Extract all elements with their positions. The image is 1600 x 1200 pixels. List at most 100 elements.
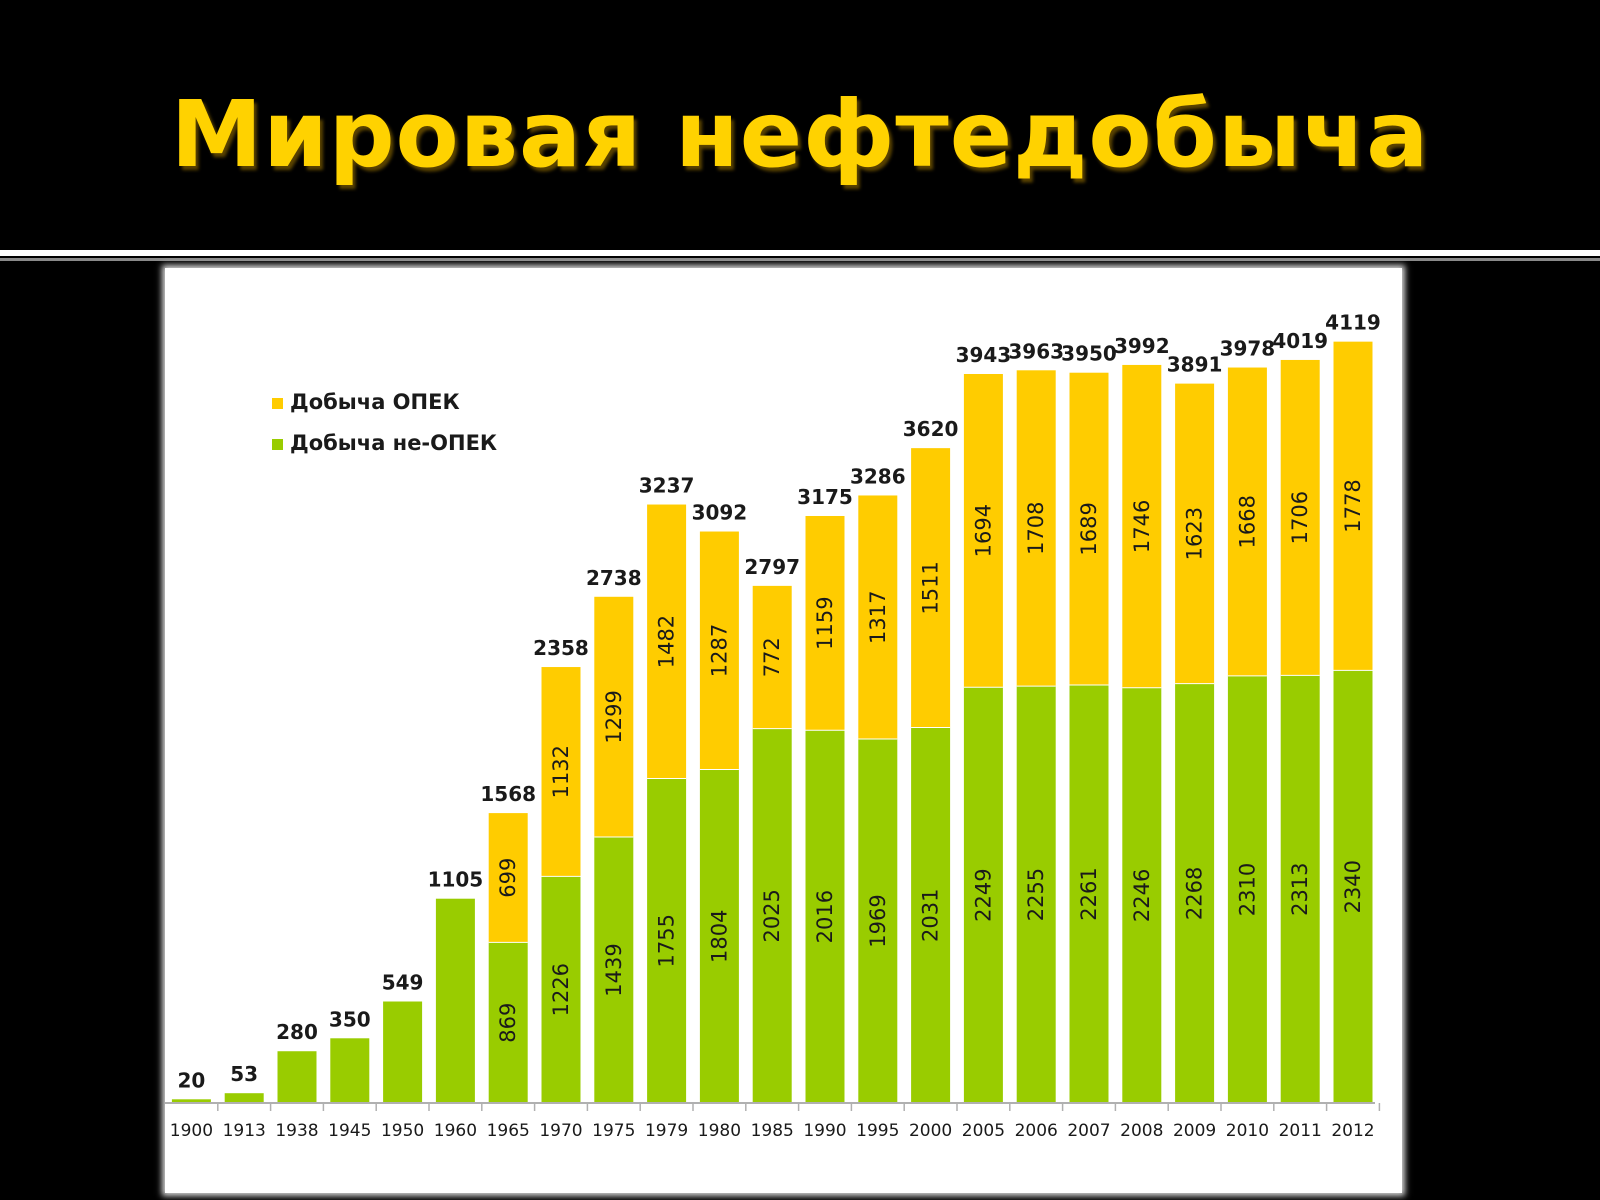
- total-value-label: 3175: [797, 485, 853, 509]
- non-opec-value-label: 2249: [971, 868, 995, 921]
- total-value-label: 20: [177, 1068, 205, 1092]
- bar-non-opec-2007: [1069, 684, 1109, 1103]
- legend-label-1: Добыча не-ОПЕК: [290, 431, 497, 455]
- non-opec-value-label: 1439: [602, 943, 626, 996]
- total-value-label: 53: [230, 1062, 258, 1086]
- total-value-label: 3286: [850, 464, 906, 488]
- opec-value-label: 1511: [919, 561, 943, 614]
- non-opec-value-label: 2340: [1341, 860, 1365, 913]
- bar-non-opec-2000: [911, 727, 951, 1103]
- bar-non-opec-2009: [1175, 683, 1215, 1103]
- opec-value-label: 1694: [971, 504, 995, 557]
- bars-group: 20 53 280 350 549 1105 699 869 1568 1132 1226 2358 1…: [171, 311, 1381, 1103]
- chart-panel: Добыча ОПЕК Добыча не-ОПЕК 20 53 280 350 549 1…: [165, 268, 1402, 1193]
- x-tick-label: 2008: [1120, 1121, 1163, 1141]
- bar-opec-1995: [858, 495, 898, 739]
- total-value-label: 350: [329, 1007, 371, 1031]
- non-opec-value-label: 2246: [1130, 869, 1154, 922]
- x-tick-label: 2005: [962, 1121, 1005, 1141]
- bar-non-opec-1979: [647, 778, 687, 1103]
- total-value-label: 3092: [692, 501, 748, 525]
- x-tick-label: 1938: [275, 1121, 318, 1141]
- bar-non-opec-1913: [224, 1093, 264, 1103]
- opec-value-label: 1482: [655, 615, 679, 668]
- bar-non-opec-1975: [594, 836, 634, 1103]
- bar-non-opec-1985: [752, 728, 792, 1103]
- bar-opec-2010: [1227, 367, 1267, 676]
- bar-non-opec-1995: [858, 738, 898, 1103]
- opec-value-label: 1746: [1130, 500, 1154, 553]
- bar-opec-2005: [963, 374, 1003, 688]
- opec-value-label: 1778: [1341, 479, 1365, 532]
- total-value-label: 3992: [1114, 334, 1170, 358]
- opec-value-label: 772: [760, 637, 784, 677]
- x-tick-label: 1975: [592, 1121, 635, 1141]
- non-opec-value-label: 2310: [1235, 863, 1259, 916]
- bar-non-opec-2005: [963, 687, 1003, 1103]
- opec-value-label: 1132: [549, 745, 573, 798]
- x-tick-label: 2011: [1279, 1121, 1322, 1141]
- page-title: Мировая нефтедобыча: [170, 81, 1430, 188]
- bar-opec-1970: [541, 667, 581, 877]
- bar-opec-1979: [647, 504, 687, 779]
- opec-value-label: 1668: [1235, 495, 1259, 548]
- non-opec-value-label: 2313: [1288, 862, 1312, 915]
- non-opec-value-label: 1804: [707, 910, 731, 963]
- total-value-label: 4019: [1272, 329, 1328, 353]
- non-opec-value-label: 1969: [866, 894, 890, 947]
- bar-non-opec-2008: [1122, 687, 1162, 1103]
- x-tick-label: 1979: [645, 1121, 688, 1141]
- non-opec-value-label: 869: [496, 1003, 520, 1043]
- non-opec-value-label: 2261: [1077, 867, 1101, 920]
- opec-value-label: 1706: [1288, 491, 1312, 544]
- legend-label-0: Добыча ОПЕК: [290, 390, 460, 414]
- opec-value-label: 1623: [1183, 507, 1207, 560]
- title-band: Мировая нефтедобыча: [0, 0, 1600, 250]
- total-value-label: 1105: [428, 868, 484, 892]
- opec-value-label: 1689: [1077, 502, 1101, 555]
- x-tick-label: 1960: [434, 1121, 477, 1141]
- bar-non-opec-2012: [1333, 670, 1373, 1103]
- non-opec-value-label: 1755: [655, 914, 679, 967]
- x-tick-label: 2012: [1331, 1121, 1374, 1141]
- bar-non-opec-1900: [171, 1099, 211, 1103]
- bar-non-opec-2006: [1016, 686, 1056, 1103]
- legend-swatch-1: [272, 439, 283, 450]
- total-value-label: 3620: [903, 417, 959, 441]
- x-tick-label: 1985: [751, 1121, 794, 1141]
- x-axis: 1900 1913 1938 1945 1950 1960 1965 1970 1975 1979…: [165, 1102, 1381, 1141]
- opec-value-label: 1299: [602, 690, 626, 743]
- bar-opec-1965: [488, 813, 528, 943]
- bar-opec-2009: [1175, 383, 1215, 684]
- bar-opec-1990: [805, 515, 845, 731]
- opec-value-label: 1159: [813, 596, 837, 649]
- bar-opec-2000: [911, 448, 951, 728]
- total-value-label: 2358: [533, 636, 589, 660]
- bar-non-opec-2011: [1280, 675, 1320, 1103]
- title-divider: [0, 250, 1600, 256]
- opec-value-label: 1287: [707, 624, 731, 677]
- non-opec-value-label: 2031: [919, 889, 943, 942]
- bar-opec-1975: [594, 596, 634, 837]
- bar-non-opec-1980: [699, 769, 739, 1103]
- bar-opec-2007: [1069, 372, 1109, 685]
- total-value-label: 3237: [639, 474, 695, 498]
- bar-opec-2008: [1122, 364, 1162, 688]
- bar-opec-2006: [1016, 370, 1056, 687]
- bar-opec-1985: [752, 585, 792, 729]
- non-opec-value-label: 1226: [549, 963, 573, 1016]
- x-tick-label: 1913: [223, 1121, 266, 1141]
- total-value-label: 1568: [480, 782, 536, 806]
- x-tick-label: 2000: [909, 1121, 952, 1141]
- bar-non-opec-1970: [541, 876, 581, 1103]
- non-opec-value-label: 2016: [813, 890, 837, 943]
- bar-non-opec-1950: [383, 1001, 423, 1103]
- total-value-label: 549: [382, 970, 424, 994]
- bar-opec-2011: [1280, 359, 1320, 676]
- chart-legend: Добыча ОПЕК Добыча не-ОПЕК: [272, 390, 497, 455]
- x-tick-label: 1900: [170, 1121, 213, 1141]
- bar-opec-1980: [699, 531, 739, 770]
- total-value-label: 3950: [1061, 342, 1117, 366]
- bar-non-opec-1938: [277, 1051, 317, 1103]
- bar-non-opec-1990: [805, 730, 845, 1103]
